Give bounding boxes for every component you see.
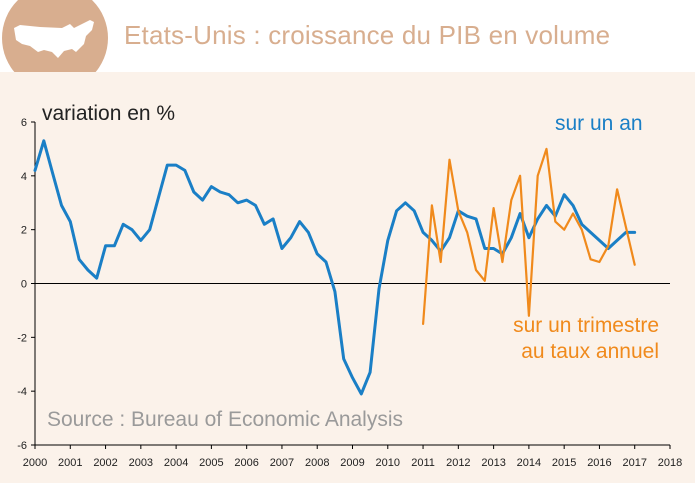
x-tick-label: 2009 xyxy=(340,457,364,469)
y-tick-label: 6 xyxy=(21,117,27,129)
plot-background xyxy=(0,72,695,483)
x-tick-label: 2003 xyxy=(129,457,153,469)
y-tick-label: 0 xyxy=(21,279,27,291)
legend-annual: sur un an xyxy=(555,112,643,135)
x-tick-label: 2015 xyxy=(552,457,576,469)
x-tick-label: 2005 xyxy=(199,457,223,469)
x-tick-label: 2000 xyxy=(23,457,47,469)
y-tick-label: 2 xyxy=(21,225,27,237)
x-tick-label: 2017 xyxy=(622,457,646,469)
y-tick-label: -4 xyxy=(17,386,27,398)
y-tick-label: -6 xyxy=(17,440,27,452)
legend-quarterly-line1: sur un trimestre xyxy=(513,314,659,337)
x-tick-label: 2001 xyxy=(58,457,82,469)
x-tick-label: 2016 xyxy=(587,457,611,469)
x-ticks: 2000 2001 2002 2003 2004 2005 2006 2007 2008 2009… xyxy=(23,445,682,469)
y-tick-label: -2 xyxy=(17,332,27,344)
y-axis-label: variation en % xyxy=(42,102,176,125)
x-tick-label: 2004 xyxy=(164,457,188,469)
legend-quarterly-line2: au taux annuel xyxy=(521,340,659,363)
y-ticks: 6 4 2 0 -2 -4 -6 xyxy=(17,117,35,452)
usa-map-icon xyxy=(2,0,108,72)
source-note: Source : Bureau of Economic Analysis xyxy=(47,408,404,431)
x-tick-label: 2006 xyxy=(234,457,258,469)
x-tick-label: 2007 xyxy=(270,457,294,469)
x-tick-label: 2002 xyxy=(93,457,117,469)
x-tick-label: 2014 xyxy=(517,457,541,469)
chart-title: Etats-Unis : croissance du PIB en volume xyxy=(124,20,611,50)
x-tick-label: 2012 xyxy=(446,457,470,469)
y-tick-label: 4 xyxy=(21,171,27,183)
x-tick-label: 2008 xyxy=(305,457,329,469)
x-tick-label: 2018 xyxy=(658,457,682,469)
x-tick-label: 2010 xyxy=(376,457,400,469)
header: Etats-Unis : croissance du PIB en volume xyxy=(0,0,695,72)
series-line-quarterly xyxy=(422,147,636,325)
x-tick-label: 2013 xyxy=(481,457,505,469)
series-group xyxy=(33,139,637,396)
x-tick-label: 2011 xyxy=(411,457,435,469)
